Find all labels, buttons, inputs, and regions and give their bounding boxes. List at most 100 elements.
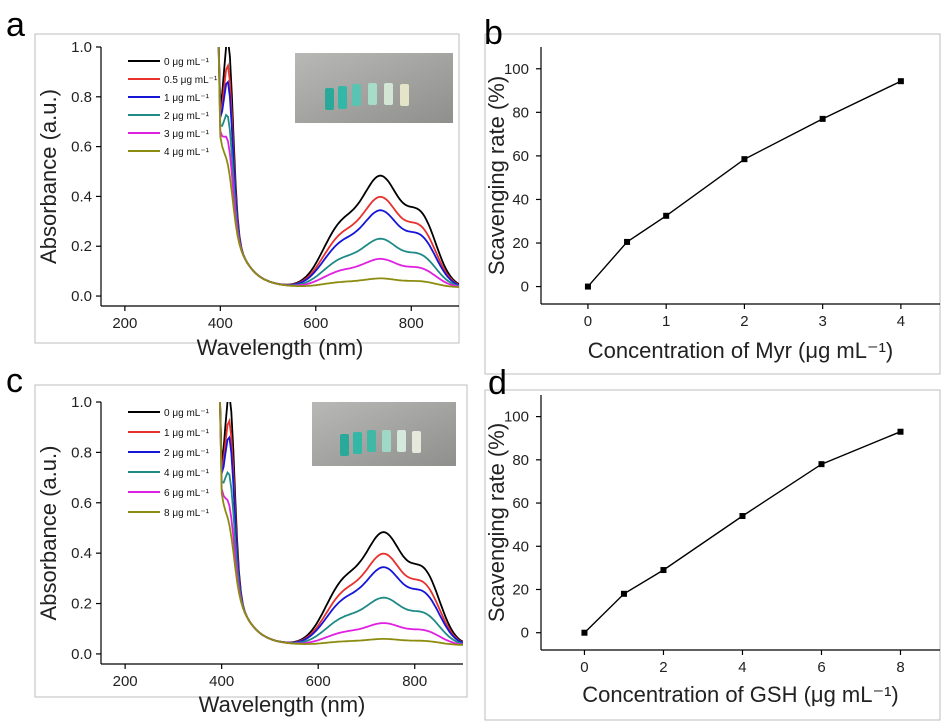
panel-c-legend-label-0: 0 μg mL⁻¹ xyxy=(164,408,210,419)
panel-letter-b: b xyxy=(484,14,503,52)
panel-d-y-tick-label-0: 0 xyxy=(521,625,529,642)
panel-a-x-tick-label-2: 600 xyxy=(303,315,328,332)
panel-c-x-tick-label-1: 400 xyxy=(209,673,234,690)
panel-c-spectrum-chart: 200 400 600 800 0.0 0.2 0.4 0.6 0.8 1.0 Wavelength… xyxy=(36,394,463,717)
panel-b-y-tick-label-2: 40 xyxy=(512,191,529,208)
panel-a-x-tick-label-0: 200 xyxy=(112,315,137,332)
panel-b-x-tick-label-1: 1 xyxy=(662,313,670,330)
panel-b-x-tick-label-3: 3 xyxy=(818,313,826,330)
panel-b-data-point-2 xyxy=(663,212,670,219)
panel-b-series-line xyxy=(587,80,902,288)
panel-d-data-point-5 xyxy=(897,428,904,435)
panel-c-x-tick-label-0: 200 xyxy=(113,673,138,690)
panel-c-inset-photo xyxy=(312,402,456,466)
panel-d-data-point-1 xyxy=(620,590,627,597)
panel-letter-c: c xyxy=(6,362,23,400)
panel-c-legend-label-2: 2 μg mL⁻¹ xyxy=(164,448,210,459)
panel-b-x-tick-label-4: 4 xyxy=(897,313,905,330)
panel-b-y-tick-label-3: 60 xyxy=(512,148,529,165)
panel-a-cuvette-2 xyxy=(338,86,347,109)
panel-d-data-point-2 xyxy=(660,567,667,574)
panel-d-series-line xyxy=(584,431,901,634)
panel-c-y-tick-label-3: 0.6 xyxy=(71,495,92,512)
panel-a-cuvette-4 xyxy=(368,83,377,105)
panel-d-x-tick-label-3: 6 xyxy=(817,659,825,676)
panel-d-frame xyxy=(484,389,941,721)
panel-c-x-tick-label-3: 800 xyxy=(402,673,427,690)
panel-a-inset-photo xyxy=(295,53,453,123)
panel-b-data-point-0 xyxy=(584,283,591,290)
panel-d-y-tick-label-4: 80 xyxy=(512,452,529,469)
panel-c-legend-label-4: 6 μg mL⁻¹ xyxy=(164,488,210,499)
panel-b-data-point-3 xyxy=(741,156,748,163)
panel-c-x-axis-label: Wavelength (nm) xyxy=(199,692,366,717)
panel-c-cuvette-4 xyxy=(382,430,391,452)
panel-c-legend-label-5: 8 μg mL⁻¹ xyxy=(164,508,210,519)
panel-b-y-tick-label-5: 100 xyxy=(504,61,529,78)
panel-a-y-axis-label: Absorbance (a.u.) xyxy=(36,89,61,264)
panel-d-y-tick-label-3: 60 xyxy=(512,495,529,512)
panel-d-x-tick-label-2: 4 xyxy=(738,659,746,676)
panel-a-x-tick-label-3: 800 xyxy=(399,315,424,332)
panel-a-series-line-5 xyxy=(217,47,459,288)
panel-a-spectrum-chart: 200 400 600 800 0.0 0.2 0.4 0.6 0.8 1.0 Wavelength… xyxy=(36,39,459,360)
panel-d-y-tick-label-1: 20 xyxy=(512,581,529,598)
panel-d-y-tick-label-2: 40 xyxy=(512,538,529,555)
panel-c-y-tick-label-5: 1.0 xyxy=(71,394,92,411)
panel-c-cuvette-6 xyxy=(412,431,421,453)
panel-b-data-point-4 xyxy=(819,115,826,122)
panel-d-data-point-0 xyxy=(581,629,588,636)
panel-c-frame xyxy=(34,384,468,698)
panel-a-y-tick-label-5: 1.0 xyxy=(71,39,92,56)
panel-a-x-tick-label-1: 400 xyxy=(208,315,233,332)
panel-a-cuvette-1 xyxy=(325,88,334,110)
panel-b-y-tick-label-1: 20 xyxy=(512,235,529,252)
panel-a-legend-label-5: 4 μg mL⁻¹ xyxy=(164,147,210,158)
panel-c-legend-label-1: 1 μg mL⁻¹ xyxy=(164,428,210,439)
panel-b-data-point-1 xyxy=(624,238,631,245)
panel-a-cuvette-5 xyxy=(384,83,393,105)
panel-a-y-tick-label-3: 0.6 xyxy=(71,139,92,156)
panel-letter-a: a xyxy=(6,6,25,44)
panel-d-x-tick-label-0: 0 xyxy=(580,659,588,676)
panel-a-y-tick-label-0: 0.0 xyxy=(71,288,92,305)
panel-c-cuvette-1 xyxy=(340,434,349,456)
panel-c-y-tick-label-1: 0.2 xyxy=(71,596,92,613)
panel-c-x-tick-label-2: 600 xyxy=(306,673,331,690)
panel-b-data-point-5 xyxy=(897,78,904,85)
panel-d-x-tick-label-4: 8 xyxy=(896,659,904,676)
panel-a-legend-label-1: 0.5 μg mL⁻¹ xyxy=(164,75,218,86)
panel-a-legend: 0 μg mL⁻¹ 0.5 μg mL⁻¹ 1 μg mL⁻¹ 2 μg mL⁻… xyxy=(128,57,218,158)
panel-a-legend-label-4: 3 μg mL⁻¹ xyxy=(164,129,210,140)
panel-d-data-point-4 xyxy=(818,461,825,468)
panel-a-legend-label-2: 1 μg mL⁻¹ xyxy=(164,93,210,104)
panel-a-x-axis-label: Wavelength (nm) xyxy=(197,335,364,360)
panel-c-plot-area: 200 400 600 800 0.0 0.2 0.4 0.6 0.8 1.0 Wavelength… xyxy=(36,394,463,717)
panel-a-legend-label-3: 2 μg mL⁻¹ xyxy=(164,111,210,122)
panel-c-cuvette-3 xyxy=(367,430,376,452)
panel-b-y-axis-label: Scavenging rate (%) xyxy=(484,76,509,275)
panel-a-y-tick-label-1: 0.2 xyxy=(71,238,92,255)
panel-b-y-tick-label-0: 0 xyxy=(521,279,529,296)
panel-c-y-tick-label-0: 0.0 xyxy=(71,646,92,663)
panel-c-legend: 0 μg mL⁻¹ 1 μg mL⁻¹ 2 μg mL⁻¹ 4 μg mL⁻¹ … xyxy=(128,408,210,519)
panel-d-data-point-3 xyxy=(739,513,746,520)
panel-c-y-tick-label-2: 0.4 xyxy=(71,545,92,562)
panel-a-legend-label-0: 0 μg mL⁻¹ xyxy=(164,57,210,68)
panel-c-cuvette-2 xyxy=(353,432,362,454)
panel-c-cuvette-5 xyxy=(397,430,406,452)
panel-a-frame xyxy=(34,33,460,344)
panel-c-y-axis-label: Absorbance (a.u.) xyxy=(36,446,61,621)
panel-b-x-tick-label-0: 0 xyxy=(584,313,592,330)
panel-a-cuvette-3 xyxy=(352,84,361,106)
panel-d-y-tick-label-5: 100 xyxy=(504,409,529,426)
panel-a-cuvette-6 xyxy=(400,84,409,106)
panel-c-series-line-5 xyxy=(219,402,463,646)
panel-b-y-tick-label-4: 80 xyxy=(512,104,529,121)
panel-c-y-tick-label-4: 0.8 xyxy=(71,444,92,461)
